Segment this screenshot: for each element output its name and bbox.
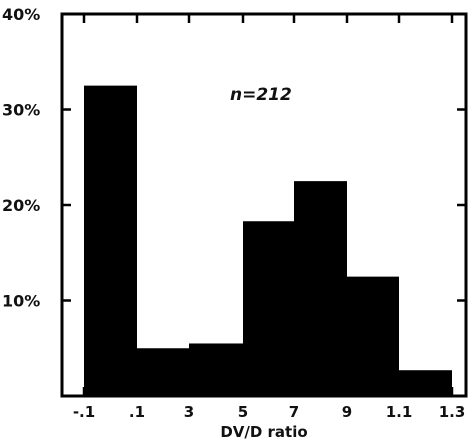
x-tick-labels: -.1 .1 3 5 7 9 1.1 1.3 [73,403,465,421]
histogram-bar [189,343,243,396]
y-tick-label: 10% [2,292,40,311]
bars-layer [84,85,452,396]
histogram-bar [347,276,399,396]
histogram-bar [84,85,137,396]
x-tick-label: 1.1 [386,403,413,421]
sample-size-annotation: n=212 [230,85,292,105]
x-tick-label: 1.3 [439,403,466,421]
y-tick-label: 30% [2,101,40,120]
histogram-bar [243,221,294,396]
y-tick-label: 20% [2,196,40,215]
x-tick-label: -.1 [73,403,95,421]
histogram-bar [137,348,189,396]
x-tick-label: 7 [289,403,299,421]
x-tick-label: 5 [238,403,248,421]
x-tick-label: .1 [129,403,145,421]
x-tick-label: 9 [342,403,352,421]
y-tick-label: 40% [2,5,40,24]
x-tick-label: 3 [184,403,194,421]
plot-frame [60,12,468,398]
histogram-bar [294,181,347,396]
histogram-bar [399,370,452,396]
y-tick-labels: 40% 30% 20% 10% [2,5,40,311]
x-axis-label: DV/D ratio [220,423,307,441]
